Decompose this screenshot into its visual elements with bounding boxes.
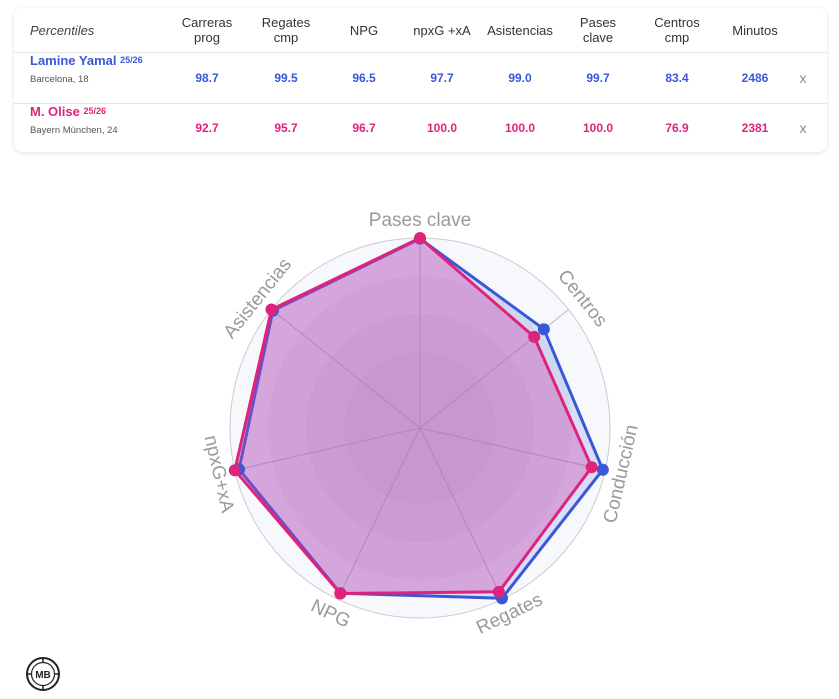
header-col-6-line-0: Centros	[654, 15, 700, 30]
header-col-4-line-0: Asistencias	[487, 22, 553, 38]
player-value-3: 97.7	[430, 70, 454, 85]
header-col-1-line-1: cmp	[273, 30, 299, 45]
header-col-7-line-0: Minutos	[732, 22, 778, 38]
player-name[interactable]: Lamine Yamal 25/26	[30, 53, 143, 70]
radar-spoke-5	[234, 427, 421, 471]
logo-text: MB	[35, 670, 51, 681]
player-value-2: 96.7	[352, 120, 376, 135]
header-col-4[interactable]: Asistencias	[482, 8, 558, 52]
radar-point-1-1	[528, 330, 541, 343]
player-value-6: 83.4	[665, 70, 689, 85]
player-value-1: 99.5	[274, 70, 298, 85]
remove-player-button[interactable]: x	[799, 119, 807, 136]
percentile-table: Percentiles Carreras prog Regates cmp NPG npx…	[14, 8, 827, 152]
radar-series-area-0	[237, 237, 605, 600]
radar-spoke-2	[419, 427, 606, 471]
player-name-cell: M. Olise 25/26 Bayern München, 24	[30, 104, 180, 152]
radar-point-1-5	[228, 464, 241, 477]
radar-spoke-3	[419, 427, 503, 600]
header-col-5-line-0: Pases	[579, 15, 617, 30]
player-name-text: Lamine Yamal	[30, 53, 121, 68]
radar-point-0-1	[537, 323, 550, 336]
player-value-2: 96.5	[352, 70, 376, 85]
player-value-0: 92.7	[195, 120, 219, 135]
player-value-7: 2381	[741, 120, 769, 135]
player-value-4: 99.0	[508, 70, 532, 85]
table-row-player-1: Lamine Yamal 25/26 Barcelona, 18 98.7 99.5 9…	[14, 53, 827, 104]
player-name-cell: Lamine Yamal 25/26 Barcelona, 18	[30, 53, 180, 103]
header-col-1-line-0: Regates	[261, 15, 311, 30]
player-club: Bayern München, 24	[30, 125, 118, 136]
header-col-2-line-0: NPG	[349, 22, 379, 38]
header-col-3[interactable]: npxG +xA	[404, 8, 480, 52]
player-value-5: 100.0	[582, 120, 614, 135]
header-percentiles: Percentiles	[30, 22, 95, 38]
header-col-0-line-1: prog	[193, 30, 220, 45]
remove-player-button[interactable]: x	[799, 69, 807, 86]
header-col-7[interactable]: Minutos	[717, 8, 793, 52]
player-value-5: 99.7	[586, 70, 610, 85]
radar-series-area-1	[233, 236, 594, 595]
header-col-0-line-0: Carreras	[181, 15, 233, 30]
table-header: Percentiles Carreras prog Regates cmp NPG npx…	[14, 8, 827, 53]
player-season: 25/26	[120, 55, 143, 65]
radar-point-1-4	[334, 587, 347, 600]
player-name[interactable]: M. Olise 25/26	[30, 104, 106, 121]
radar-axis-label-0: Pases clave	[369, 210, 471, 231]
header-col-3-line-0: npxG +xA	[413, 22, 471, 38]
player-value-1: 95.7	[274, 120, 298, 135]
header-col-2[interactable]: NPG	[326, 8, 402, 52]
player-value-0: 98.7	[195, 70, 219, 85]
header-col-1[interactable]: Regates cmp	[248, 8, 324, 52]
player-club: Barcelona, 18	[30, 74, 89, 85]
radar-point-1-0	[414, 232, 426, 244]
radar-point-0-2	[596, 463, 609, 476]
header-col-5[interactable]: Pases clave	[560, 8, 636, 52]
player-season: 25/26	[83, 106, 106, 116]
header-col-6-line-1: cmp	[664, 30, 690, 45]
radar-spoke-4	[337, 427, 421, 600]
mb-logo-icon: MB	[26, 657, 60, 691]
radar-point-1-3	[492, 585, 505, 598]
player-value-6: 76.9	[665, 120, 689, 135]
player-name-text: M. Olise	[30, 104, 84, 119]
header-col-0[interactable]: Carreras prog	[169, 8, 245, 52]
radar-point-1-6	[265, 303, 278, 316]
radar-spoke-6	[271, 309, 421, 429]
header-col-6[interactable]: Centros cmp	[639, 8, 715, 52]
player-value-3: 100.0	[426, 120, 458, 135]
header-col-5-line-1: clave	[582, 30, 614, 45]
player-value-4: 100.0	[504, 120, 536, 135]
table-row-player-2: M. Olise 25/26 Bayern München, 24 92.7 95.7…	[14, 104, 827, 152]
player-value-7: 2486	[741, 70, 769, 85]
radar-point-1-2	[585, 461, 598, 474]
